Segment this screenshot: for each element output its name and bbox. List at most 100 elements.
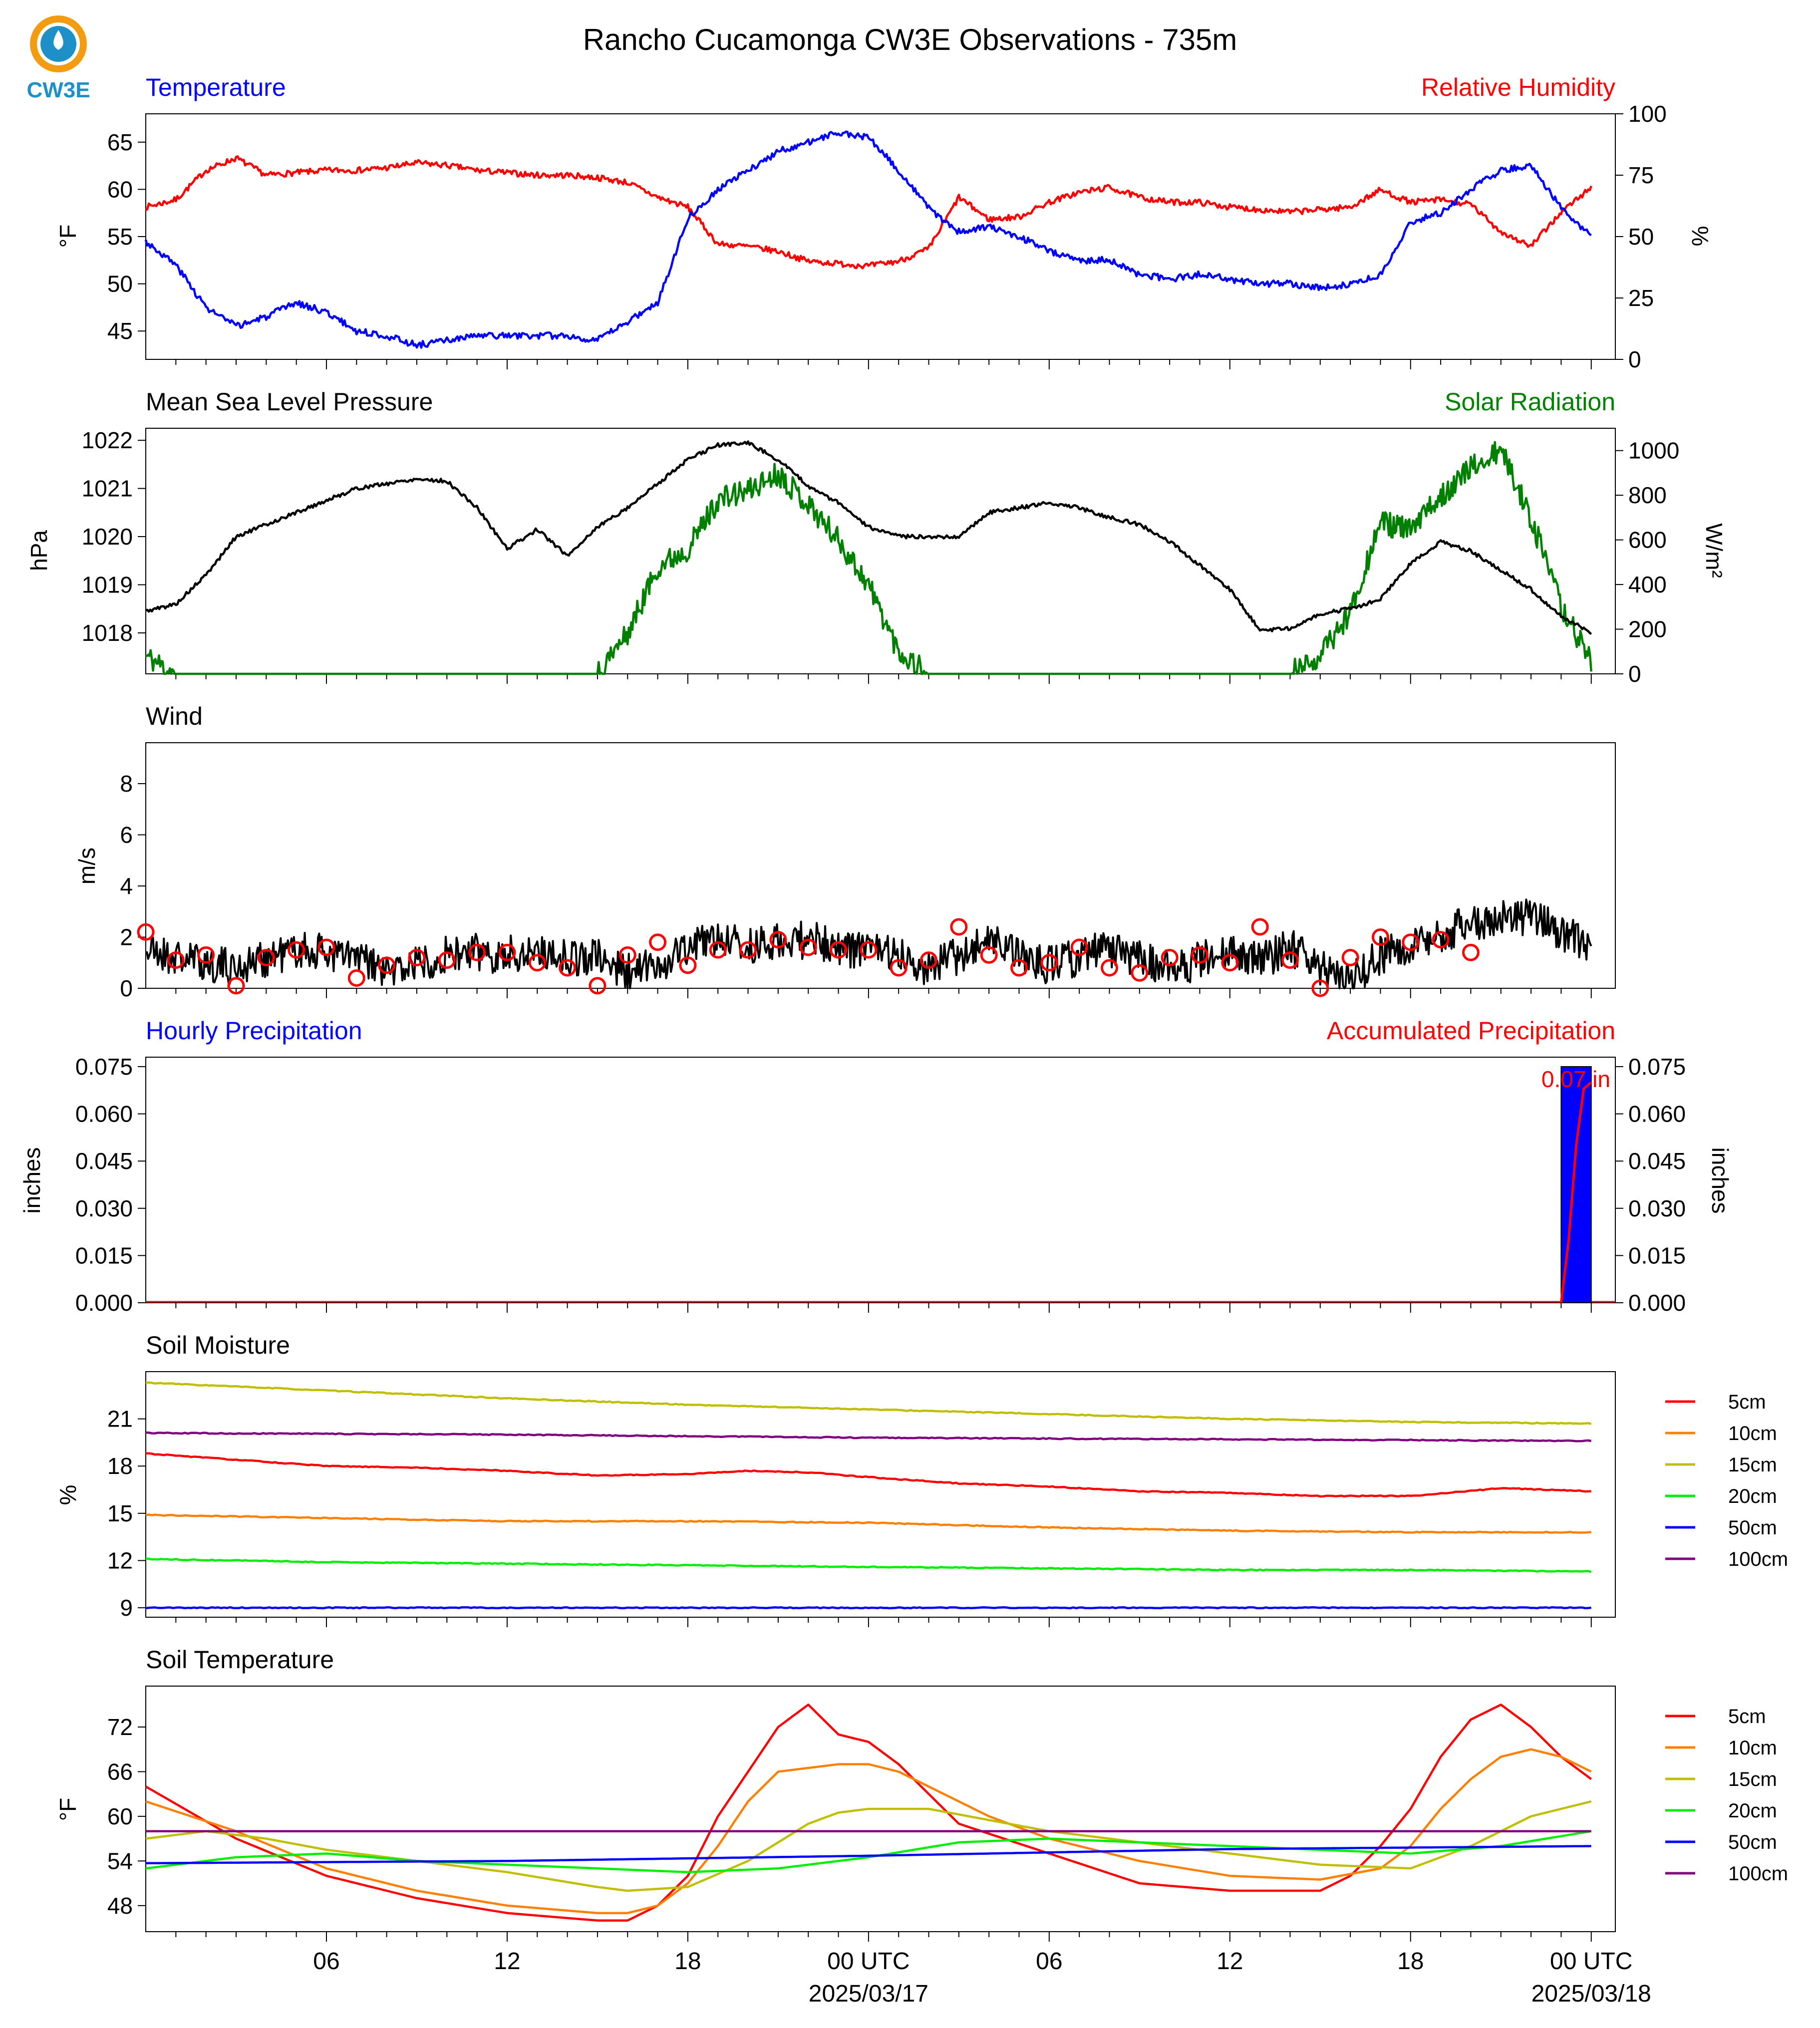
y-tick-label-left: 4 — [120, 873, 133, 899]
wind-hour-marker — [1341, 949, 1359, 966]
wind-hour-marker — [1010, 959, 1028, 977]
panel-pressure: Mean Sea Level Pressure Solar Radiation … — [26, 388, 1727, 687]
soil-moisture-line-100cm — [145, 1431, 1592, 1443]
legend-label-100cm: 100cm — [1728, 1548, 1788, 1570]
y-tick-label-right: 1000 — [1628, 438, 1679, 464]
pressure-ylabel: hPa — [26, 530, 52, 571]
wind-hour-marker — [1040, 954, 1058, 972]
y-tick-label-left: 9 — [120, 1595, 133, 1621]
pressure-title: Mean Sea Level Pressure — [146, 388, 433, 416]
wind-hour-marker — [618, 946, 636, 964]
wind-hour-marker — [197, 946, 215, 964]
y-tick-label-left: 0.060 — [75, 1101, 133, 1127]
wind-hour-marker — [1131, 964, 1149, 982]
legend-label-5cm: 5cm — [1728, 1391, 1766, 1413]
soil-temperature-title: Soil Temperature — [146, 1646, 334, 1674]
y-tick-label-left: 48 — [107, 1893, 133, 1919]
y-tick-label-left: 1019 — [82, 572, 133, 598]
soil-moisture-ylabel: % — [55, 1485, 81, 1505]
wind-hour-marker — [1070, 938, 1088, 956]
y-tick-label-left: 8 — [120, 771, 133, 797]
soil-temperature-legend: 5cm 10cm 15cm 20cm 50cm 100cm — [1665, 1706, 1788, 1885]
soil-temperature-ylabel: °F — [55, 1798, 81, 1821]
soil-moisture-line-10cm — [145, 1513, 1591, 1534]
wind-hour-marker — [1462, 943, 1480, 961]
y-tick-label-right: 0.045 — [1628, 1148, 1686, 1174]
humidity-ylabel: % — [1687, 226, 1713, 247]
y-tick-label-left: 50 — [107, 271, 133, 297]
wind-hour-marker — [1281, 951, 1299, 969]
soil-moisture-line-20cm — [145, 1557, 1592, 1573]
y-tick-label-left: 0.000 — [75, 1290, 133, 1316]
pressure-plot: 1018 1019 1020 1021 1022 0 200 400 600 800 1000 — [82, 427, 1680, 687]
plot-frame — [145, 428, 1616, 674]
wind-hour-marker — [769, 931, 787, 949]
soil-moisture-title: Soil Moisture — [146, 1331, 290, 1359]
y-tick-label-left: 1021 — [82, 476, 133, 502]
pressure-line — [145, 440, 1592, 635]
y-tick-label-left: 60 — [107, 1803, 133, 1829]
figure-title: Rancho Cucamonga CW3E Observations - 735… — [583, 23, 1237, 56]
y-tick-label-right: 400 — [1628, 572, 1667, 597]
soil-moisture-legend: 5cm 10cm 15cm 20cm 50cm 100cm — [1665, 1391, 1788, 1570]
wind-hour-marker — [227, 977, 245, 995]
wind-hour-marker — [860, 941, 878, 959]
y-tick-label-left: 1018 — [82, 620, 133, 646]
y-tick-label-right: 200 — [1628, 616, 1667, 642]
y-tick-label-left: 45 — [107, 318, 133, 344]
wind-hour-marker — [1251, 918, 1269, 936]
wind-plot: 0 2 4 6 8 — [120, 742, 1616, 1001]
precipitation-plot: 0.000 0.015 0.030 0.045 0.060 0.075 0.000 0.015… — [75, 1054, 1686, 1316]
wind-hour-marker — [709, 941, 727, 959]
y-tick-label-left: 0.015 — [75, 1242, 133, 1268]
y-tick-label-right: 800 — [1628, 482, 1667, 508]
temperature-ylabel: °F — [55, 225, 81, 248]
wind-hour-marker — [288, 941, 305, 959]
y-tick-label-left: 21 — [107, 1406, 133, 1432]
wind-hour-marker — [589, 977, 607, 995]
wind-hour-marker — [830, 941, 848, 959]
wind-ylabel: m/s — [74, 848, 100, 884]
y-tick-label-right: 0 — [1628, 661, 1641, 687]
legend-label-15cm: 15cm — [1728, 1454, 1777, 1476]
time-axis-labels: 06 12 18 00 UTC 06 12 18 00 UTC 2025/03/17 2025/0… — [313, 1948, 1651, 2007]
humidity-title: Relative Humidity — [1421, 73, 1615, 101]
wind-hour-marker — [317, 938, 335, 956]
wind-hour-marker — [950, 918, 968, 936]
y-tick-label-right: 0.000 — [1628, 1290, 1686, 1316]
solar-title: Solar Radiation — [1445, 388, 1615, 416]
y-tick-label-left: 66 — [107, 1758, 133, 1784]
wind-hour-marker — [1432, 931, 1450, 949]
y-tick-label-left: 1022 — [82, 427, 133, 453]
hour-tick-label: 06 — [1036, 1948, 1062, 1975]
hourly-precip-title: Hourly Precipitation — [146, 1017, 362, 1045]
wind-hour-marker — [890, 959, 908, 977]
hour-tick-label: 18 — [1397, 1948, 1424, 1975]
date-label: 2025/03/17 — [809, 1981, 928, 2007]
legend-label-5cm: 5cm — [1728, 1706, 1766, 1728]
wind-hour-marker — [649, 933, 667, 951]
wind-hour-marker — [739, 941, 757, 959]
y-tick-label-right: 75 — [1628, 162, 1654, 188]
temperature-title: Temperature — [146, 73, 286, 101]
hour-tick-label: 06 — [313, 1948, 339, 1975]
y-tick-label-left: 2 — [120, 924, 133, 950]
logo-text: CW3E — [26, 78, 90, 102]
wind-hour-marker — [799, 938, 817, 956]
cw3e-logo: CW3E — [26, 15, 90, 102]
plot-frame — [145, 1371, 1616, 1618]
y-tick-label-left: 0 — [120, 975, 133, 1001]
y-tick-label-left: 0.030 — [75, 1195, 133, 1221]
y-tick-label-left: 55 — [107, 224, 133, 250]
wind-hour-marker — [980, 946, 998, 964]
plot-frame — [145, 742, 1616, 989]
soil-temperature-line-15cm — [145, 1800, 1592, 1892]
y-tick-label-left: 0.045 — [75, 1148, 133, 1174]
wind-hour-marker — [347, 969, 365, 987]
wind-hour-marker — [257, 949, 275, 966]
soil-moisture-line-15cm — [145, 1381, 1592, 1425]
wind-hour-marker — [528, 954, 546, 972]
temperature-plot: 45 50 55 60 65 0 25 50 75 100 — [107, 101, 1667, 372]
solar-radiation-line — [145, 441, 1592, 675]
panel-soil-temperature: Soil Temperature °F 48 54 60 66 72 5cm 10cm 15… — [55, 1646, 1788, 1942]
